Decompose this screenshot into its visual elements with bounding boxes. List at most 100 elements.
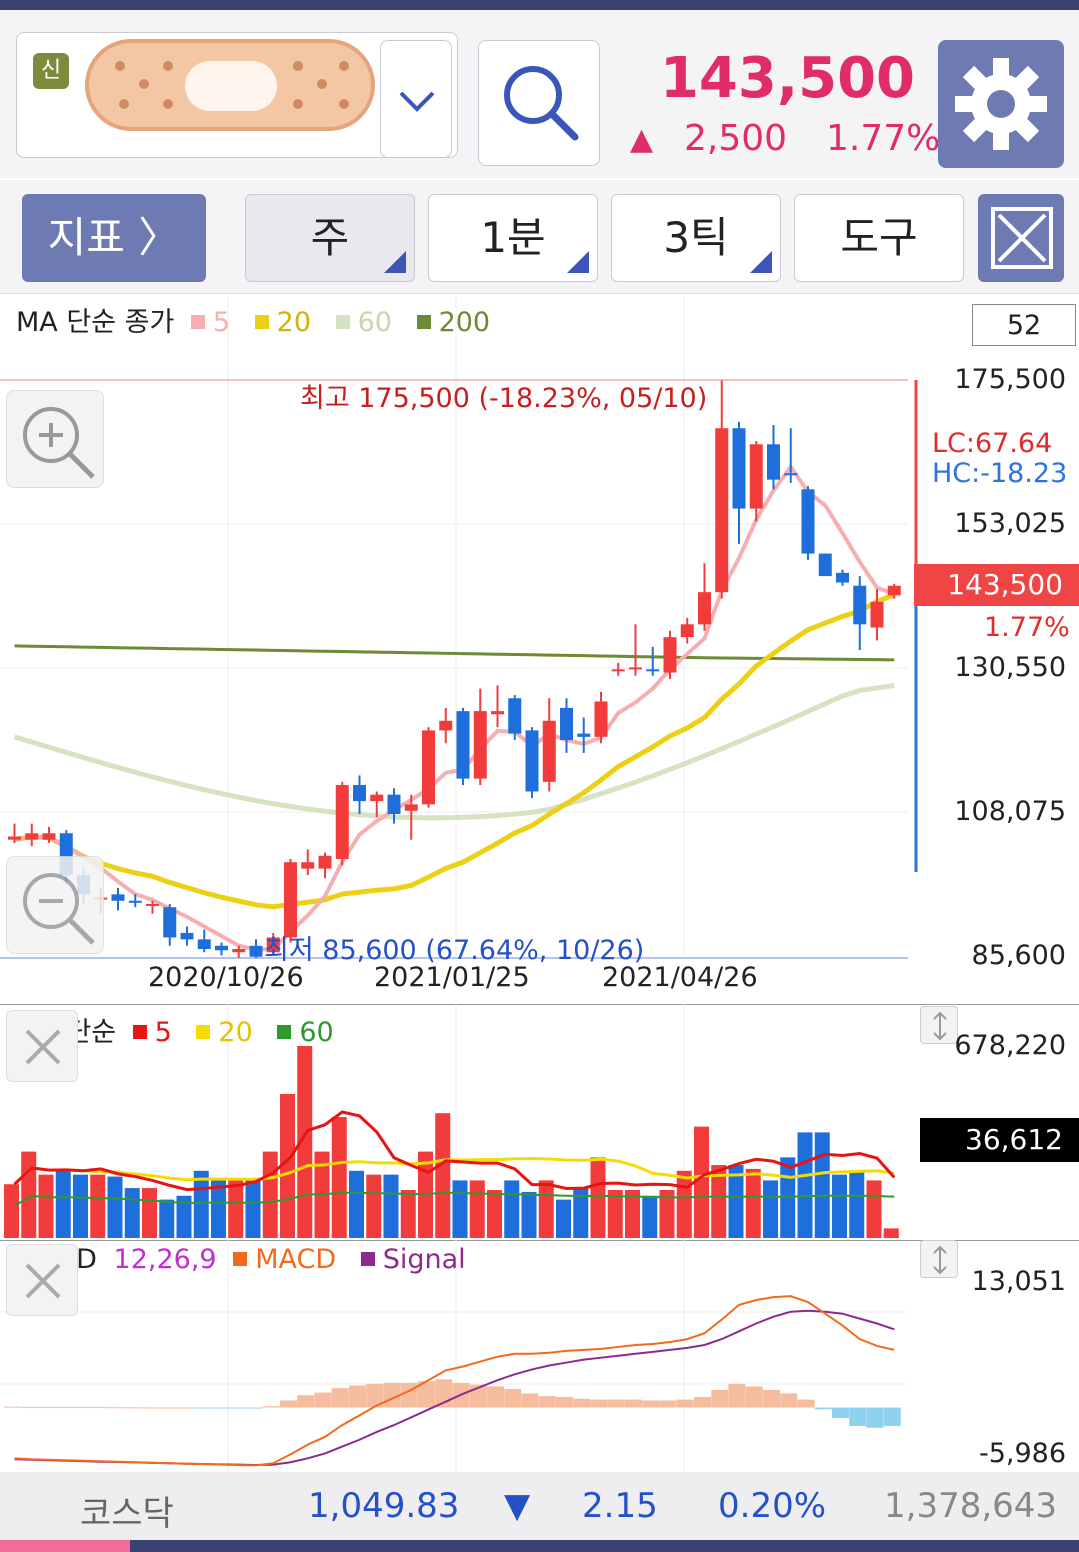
y-label-2: 153,025 [954, 508, 1066, 539]
candle-body [353, 785, 366, 802]
macd-histogram-bar [556, 1396, 573, 1408]
volume-bar [797, 1132, 813, 1238]
stock-dropdown-button[interactable] [380, 40, 452, 158]
ma5-line [14, 463, 895, 952]
candle-count-box[interactable]: 52 [972, 304, 1076, 346]
volume-bar [38, 1174, 54, 1238]
volume-bar [521, 1191, 537, 1238]
search-button[interactable] [478, 40, 600, 166]
candle-body [335, 785, 349, 859]
x-label-1: 2020/10/26 [148, 962, 304, 993]
macd-y-top: 13,051 [971, 1266, 1066, 1297]
volume-bar [4, 1184, 19, 1238]
macd-histogram-bar [228, 1407, 246, 1409]
close-volume-button[interactable] [6, 1010, 78, 1082]
zoom-in-button[interactable] [6, 390, 104, 488]
ma60-line [13, 682, 895, 821]
down-arrow-icon: ▼ [504, 1486, 531, 1526]
candle-body [404, 804, 418, 811]
volume-bar [487, 1190, 502, 1238]
candle-body [749, 444, 763, 509]
candle-body [284, 862, 297, 938]
y-label-3: 130,550 [954, 652, 1066, 683]
macd-histogram-bar [107, 1407, 125, 1409]
candle-body [128, 900, 142, 903]
macd-histogram-bar [780, 1393, 798, 1408]
volume-bar [780, 1157, 796, 1238]
price-change: 2,500 [684, 118, 788, 159]
y-label-1: 175,500 [954, 364, 1066, 395]
macd-histogram-bar [763, 1389, 780, 1408]
volume-bar [556, 1199, 571, 1238]
credit-badge: 신 [33, 53, 69, 89]
fullscreen-button[interactable] [978, 194, 1064, 282]
macd-histogram-bar [607, 1399, 625, 1408]
volume-chart[interactable] [0, 1004, 1079, 1240]
volume-bar [383, 1174, 399, 1238]
candle-body [491, 711, 504, 715]
volume-bar [124, 1188, 140, 1238]
volume-bar [21, 1151, 37, 1238]
volume-bar [228, 1180, 244, 1238]
volume-bar [711, 1165, 727, 1238]
zoom-out-button[interactable] [6, 856, 104, 954]
interval-button[interactable]: 1분 [428, 194, 598, 282]
market-status-bar[interactable]: 코스닥 1,049.83 ▼ 2.15 0.20% 1,378,643 [0, 1472, 1079, 1540]
candle-body [111, 894, 125, 901]
volume-bar [745, 1168, 761, 1238]
candle-body [818, 553, 832, 577]
macd-histogram-bar [21, 1407, 39, 1409]
macd-histogram-bar [625, 1399, 642, 1408]
macd-histogram-bar [124, 1407, 142, 1409]
tools-button[interactable]: 도구 [794, 194, 964, 282]
y-label-4: 108,075 [954, 796, 1066, 827]
candle-body [611, 669, 625, 672]
macd-histogram-bar [590, 1399, 608, 1408]
macd-histogram-bar [832, 1407, 849, 1419]
settings-button[interactable] [938, 40, 1064, 168]
resize-macd-button[interactable] [920, 1240, 958, 1278]
volume-bar [814, 1132, 830, 1238]
macd-y-bottom: -5,986 [978, 1438, 1066, 1469]
low-annotation: 최저 85,600 (67.64%, 10/26) [264, 935, 645, 966]
volume-bar [883, 1228, 899, 1238]
macd-histogram-bar [245, 1407, 263, 1409]
market-change: 2.15 [582, 1486, 658, 1526]
ma200-line [14, 644, 895, 662]
candle-body [146, 903, 159, 906]
candle-body [577, 733, 591, 737]
chart-toolbar: 지표 〉 주 1분 3틱 도구 [0, 180, 1079, 294]
resize-arrows-icon [933, 1011, 947, 1041]
volume-bar [590, 1157, 606, 1238]
period-button[interactable]: 주 [245, 194, 415, 282]
macd-histogram-bar [73, 1407, 90, 1409]
volume-bar [142, 1188, 157, 1238]
volume-bar [211, 1180, 226, 1238]
vol-ma5-label: 5 [154, 1017, 172, 1048]
candle-body [370, 794, 384, 802]
lc-label: LC:67.64 [932, 428, 1053, 459]
volume-bar [504, 1180, 520, 1238]
candle-body [456, 711, 470, 779]
candle-body [473, 711, 487, 779]
candle-body [542, 720, 556, 782]
candle-body [784, 473, 798, 476]
macd-line-label: MACD [255, 1244, 337, 1275]
tick-button[interactable]: 3틱 [611, 194, 781, 282]
indicator-button[interactable]: 지표 〉 [22, 194, 206, 282]
macd-line [14, 1295, 895, 1467]
price-chart[interactable] [0, 296, 1079, 1002]
main-legend: MA 단순 종가 5 20 60 200 [16, 300, 506, 339]
volume-bar [107, 1176, 123, 1238]
macd-histogram-bar [538, 1396, 556, 1408]
header-panel: 신 143,500 ▲ 2,500 1.77% [0, 10, 1079, 178]
candle-body [387, 794, 401, 814]
candle-body [422, 730, 435, 805]
volume-bar [573, 1188, 589, 1238]
resize-volume-button[interactable] [920, 1006, 958, 1044]
close-macd-button[interactable] [6, 1244, 78, 1316]
candle-body [215, 945, 228, 951]
volume-bar [659, 1190, 675, 1238]
candle-body [732, 428, 746, 509]
macd-chart[interactable] [0, 1240, 1079, 1472]
